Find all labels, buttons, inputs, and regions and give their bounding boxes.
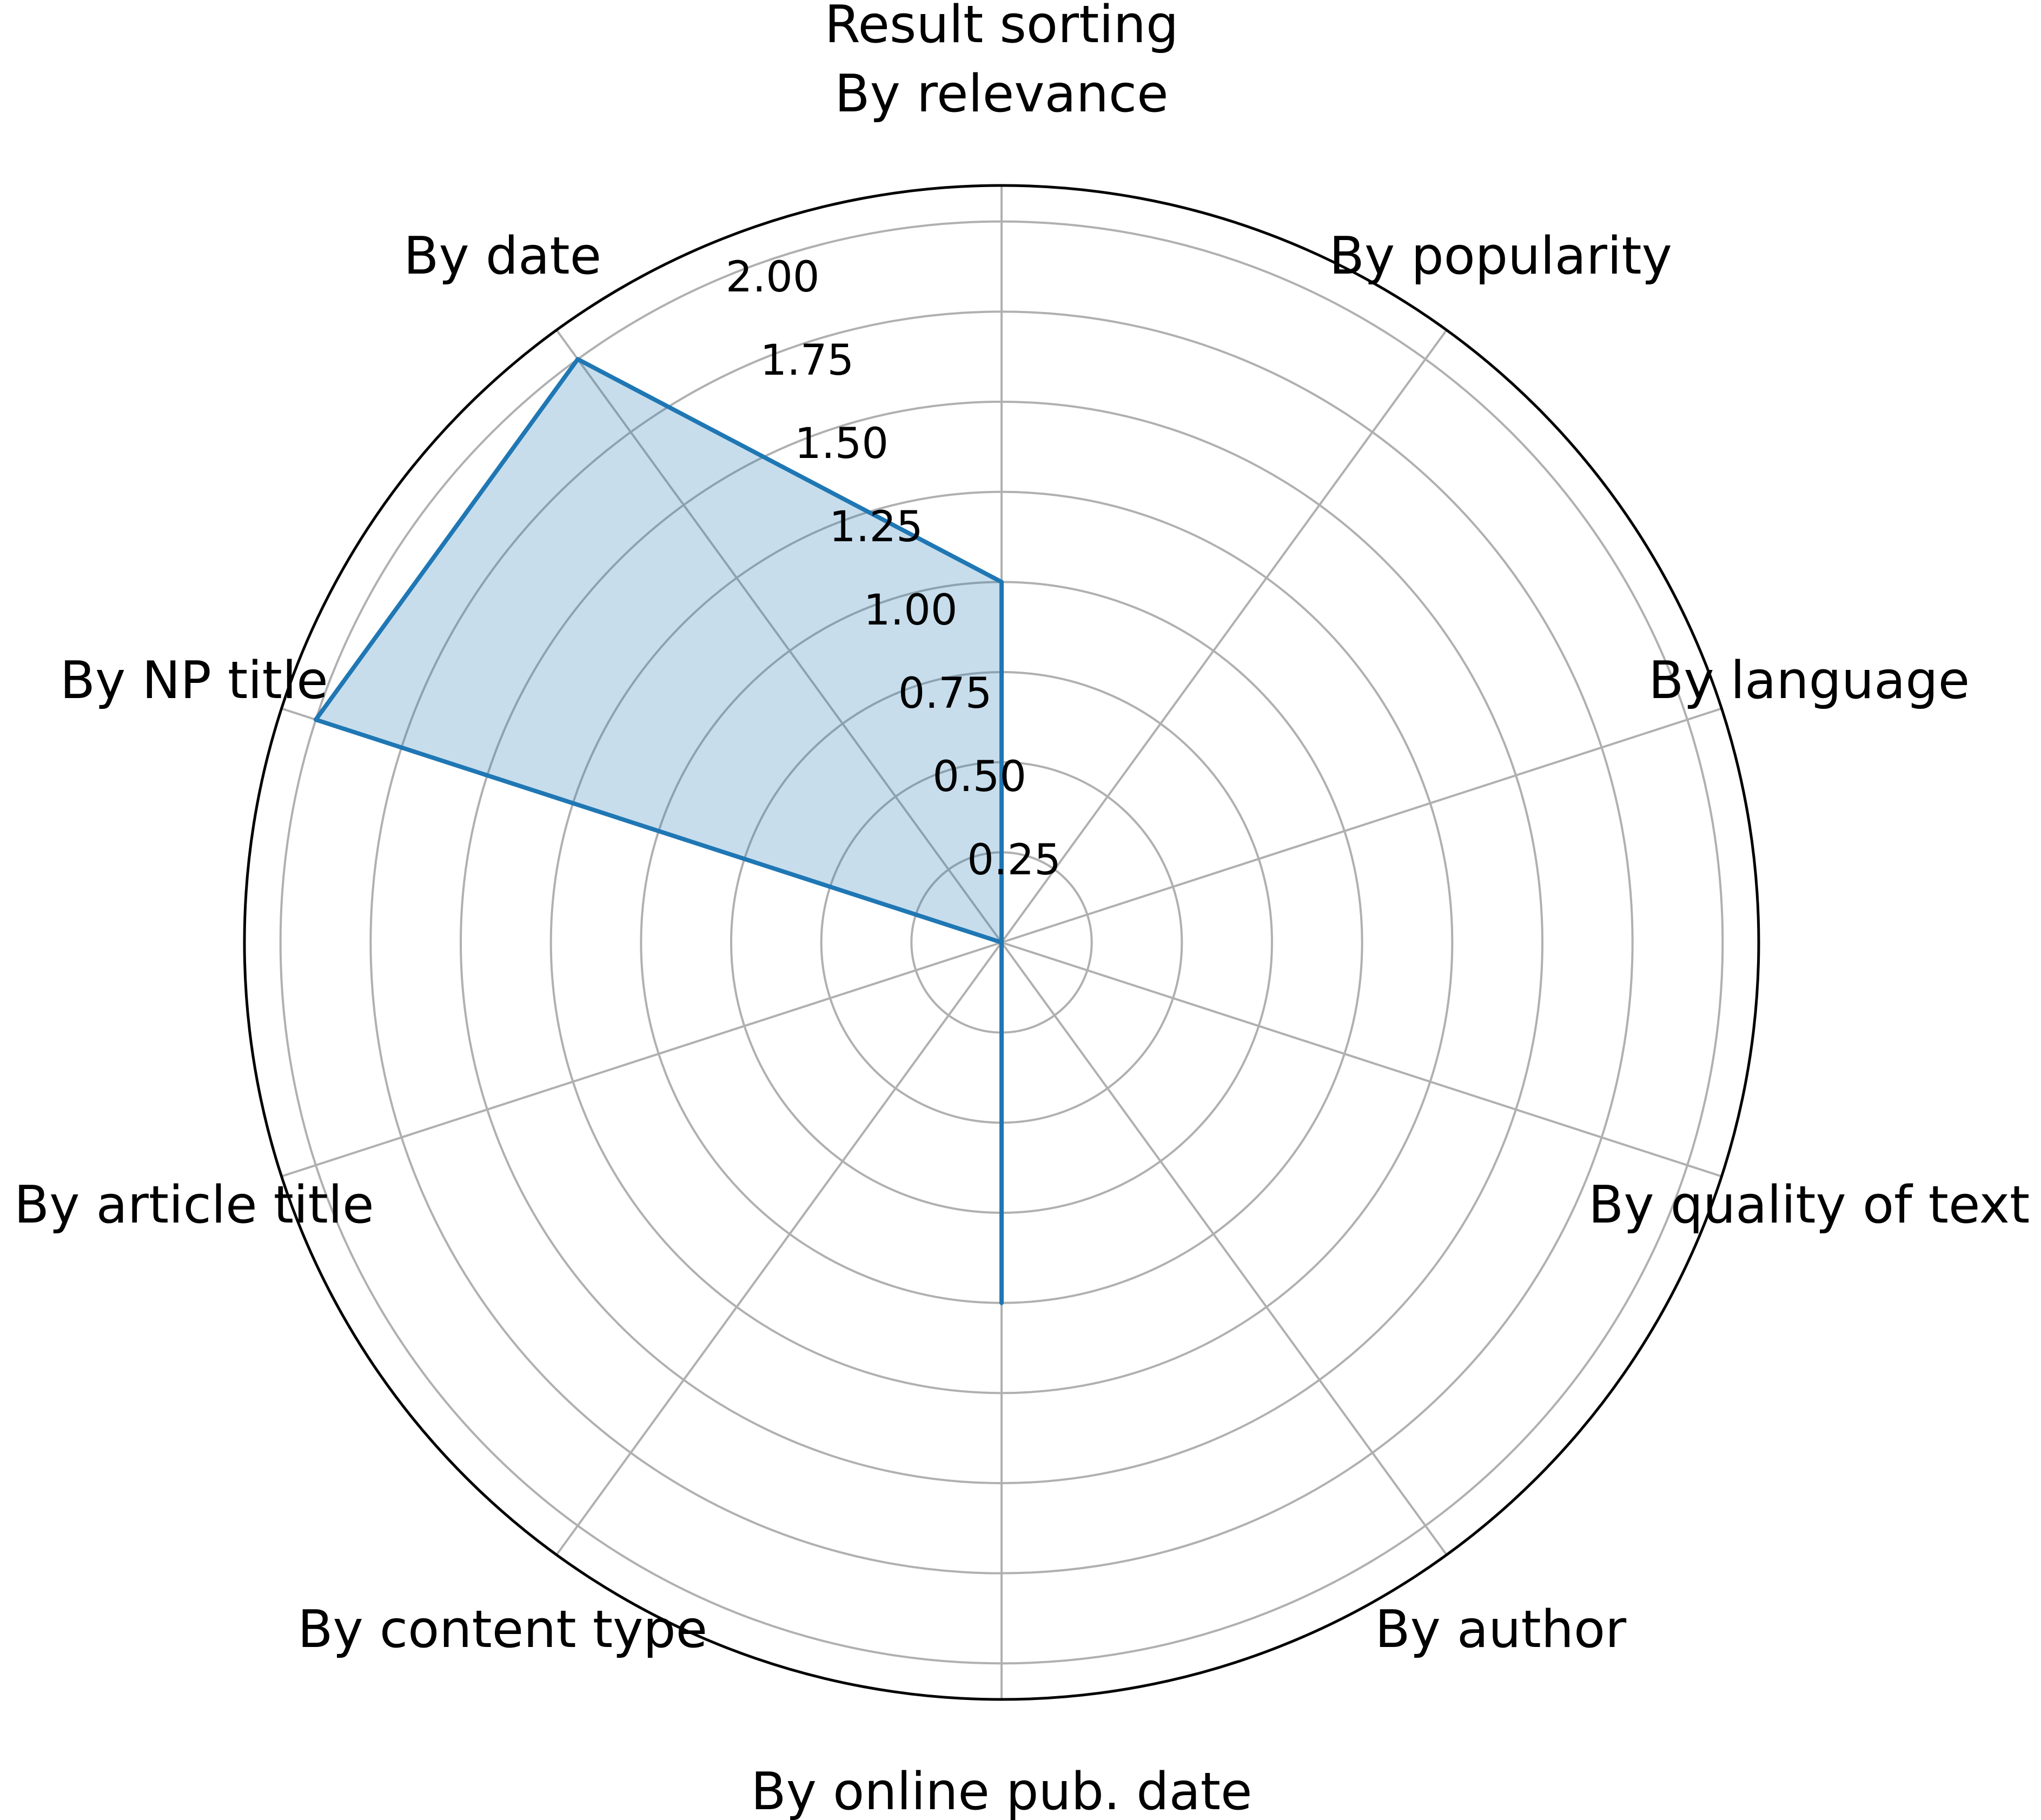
spoke-4 — [1000, 941, 1448, 1556]
category-label-7: By article title — [14, 1175, 374, 1235]
category-label-3: By quality of text — [1588, 1175, 2030, 1235]
polar-frame — [243, 184, 1760, 1701]
spoke-1 — [1000, 329, 1448, 944]
category-label-5: By online pub. date — [751, 1762, 1253, 1820]
category-labels: By relevance By popularity By language By q… — [14, 64, 2030, 1820]
r-tick-label-2: 0.75 — [898, 669, 992, 718]
spoke-9 — [555, 329, 1003, 944]
category-label-8: By NP title — [60, 651, 328, 710]
spoke-7 — [281, 941, 1002, 1178]
category-label-1: By popularity — [1329, 227, 1672, 286]
chart-title: Result sorting — [825, 0, 1179, 55]
series-fill-area — [315, 359, 1002, 1303]
category-label-9: By date — [403, 227, 601, 286]
r-tick-label-1: 0.50 — [932, 753, 1026, 801]
spoke-2 — [1001, 707, 1722, 944]
r-tick-label-0: 0.25 — [967, 836, 1061, 885]
category-label-2: By language — [1648, 651, 1970, 710]
r-tick-label-5: 1.50 — [794, 420, 889, 468]
spoke-3 — [1001, 941, 1722, 1178]
r-tick-label-6: 1.75 — [760, 336, 854, 385]
category-label-6: By content type — [297, 1600, 707, 1659]
r-tick-label-3: 1.00 — [864, 586, 958, 635]
spoke-6 — [555, 941, 1003, 1556]
radial-tick-labels: 0.25 0.50 0.75 1.00 1.25 1.50 1.75 2.00 — [726, 253, 1061, 885]
category-label-0: By relevance — [834, 64, 1168, 124]
data-series — [313, 357, 1004, 1305]
category-label-4: By author — [1375, 1600, 1627, 1659]
r-tick-label-7: 2.00 — [726, 253, 820, 302]
r-tick-label-4: 1.25 — [829, 503, 923, 552]
series-line — [313, 357, 1004, 1305]
